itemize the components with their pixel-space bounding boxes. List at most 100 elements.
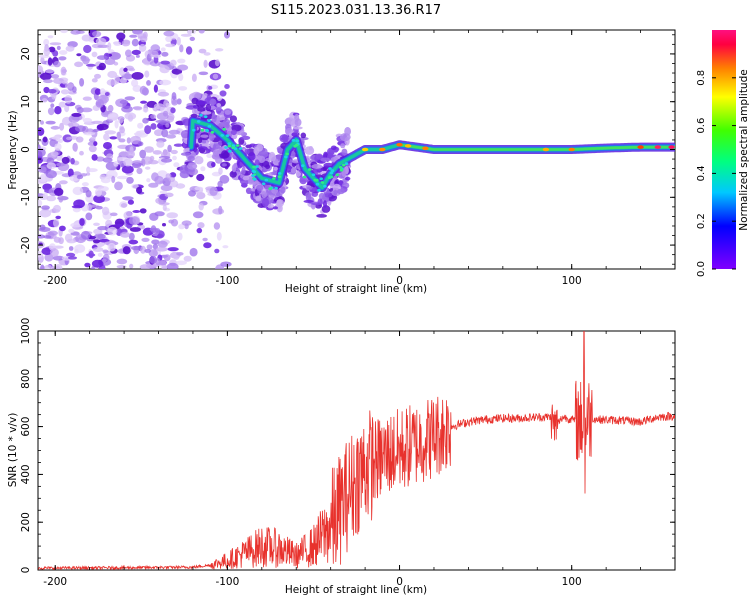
noise-blob — [159, 65, 170, 74]
noise-blob — [70, 222, 83, 228]
noise-blob — [219, 174, 230, 184]
ridge-speckle — [339, 168, 344, 172]
noise-blob — [64, 233, 73, 242]
noise-blob — [47, 89, 57, 94]
noise-blob — [158, 202, 170, 206]
ridge-halo-blob — [256, 143, 264, 152]
noise-blob — [165, 43, 176, 48]
noise-blob — [110, 212, 118, 217]
noise-blob — [46, 162, 56, 170]
noise-blob — [173, 143, 184, 147]
noise-blob — [215, 48, 224, 52]
spectrogram-x-ticks: -200 -100 0 100 — [43, 30, 676, 287]
ridge-halo-blob — [179, 170, 190, 179]
colorbar-gradient — [712, 30, 736, 269]
noise-blob — [114, 181, 123, 191]
noise-blob — [45, 69, 55, 74]
noise-blob — [50, 103, 55, 108]
noise-blob — [113, 41, 122, 46]
noise-blob — [150, 44, 161, 53]
noise-blob — [216, 231, 222, 241]
noise-blob — [177, 58, 186, 64]
noise-blob — [43, 192, 48, 200]
ridge-hot-spot — [396, 142, 403, 147]
noise-blob — [104, 92, 110, 96]
noise-blob — [99, 88, 106, 95]
noise-blob — [138, 43, 147, 52]
noise-blob — [178, 86, 188, 91]
snr-y-tick-label: 800 — [20, 369, 32, 389]
noise-blob — [120, 231, 130, 238]
noise-blob — [141, 237, 150, 242]
noise-blob — [173, 162, 180, 168]
ridge-halo-blob — [276, 199, 284, 207]
noise-blob — [148, 182, 159, 188]
ridge-halo-blob — [303, 199, 314, 203]
noise-blob — [67, 256, 78, 260]
noise-blob — [91, 51, 98, 58]
noise-blob — [142, 108, 149, 113]
noise-blob — [197, 222, 205, 229]
noise-blob — [122, 246, 131, 255]
noise-blob — [107, 226, 118, 236]
noise-blob — [42, 136, 48, 143]
noise-blob — [121, 105, 133, 113]
noise-blob — [74, 244, 86, 253]
snr-y-tick-label: 200 — [20, 512, 32, 532]
noise-blob — [119, 99, 129, 105]
ridge-halo-blob — [255, 195, 262, 202]
noise-blob — [116, 258, 128, 265]
ridge-halo-blob — [300, 132, 307, 139]
noise-blob — [68, 246, 74, 251]
noise-blob — [156, 246, 168, 252]
noise-blob — [163, 254, 171, 262]
ridge-speckle — [264, 178, 269, 182]
noise-blob — [153, 103, 165, 110]
noise-blob — [192, 211, 204, 219]
noise-blob — [176, 36, 181, 46]
noise-blob — [118, 138, 126, 143]
ridge-halo-blob — [211, 113, 217, 123]
noise-blob — [145, 166, 151, 170]
noise-blob — [50, 248, 59, 257]
noise-blob — [191, 30, 196, 35]
noise-blob — [132, 163, 141, 169]
ridge-speckle — [251, 169, 256, 173]
noise-blob — [179, 44, 184, 53]
ridge-halo-blob — [244, 148, 250, 155]
noise-blob — [116, 265, 127, 269]
noise-blob — [148, 160, 159, 165]
noise-blob — [43, 47, 51, 56]
noise-blob — [103, 133, 110, 141]
snr-x-tick-label: 0 — [396, 576, 403, 588]
noise-blob — [128, 239, 139, 245]
noise-blob — [59, 50, 68, 55]
ridge-speckle — [200, 128, 205, 132]
noise-blob — [166, 212, 178, 219]
ridge-halo-blob — [330, 145, 337, 151]
noise-blob — [150, 123, 157, 130]
noise-blob — [129, 263, 134, 269]
noise-blob — [163, 99, 169, 109]
noise-blob — [149, 60, 161, 67]
ridge-speckle — [231, 146, 235, 150]
ridge-halo-blob — [318, 192, 326, 200]
noise-blob — [69, 175, 79, 182]
noise-blob — [53, 204, 61, 213]
colorbar-label: Normalized spectral amplitude — [738, 69, 750, 230]
noise-blob — [183, 255, 192, 262]
noise-blob — [198, 71, 209, 76]
noise-blob — [131, 79, 139, 87]
snr-line — [38, 331, 675, 570]
noise-blob — [156, 112, 169, 121]
noise-blob — [97, 44, 110, 48]
noise-blob — [163, 30, 175, 37]
noise-blob — [70, 157, 75, 165]
ridge-speckle — [253, 177, 257, 181]
ridge-halo-blob — [202, 140, 207, 144]
noise-blob — [74, 61, 84, 68]
ridge-speckle — [328, 167, 332, 170]
spectrogram-y-tick-label: -20 — [20, 237, 32, 254]
noise-blob — [131, 245, 141, 251]
noise-blob — [56, 45, 61, 51]
